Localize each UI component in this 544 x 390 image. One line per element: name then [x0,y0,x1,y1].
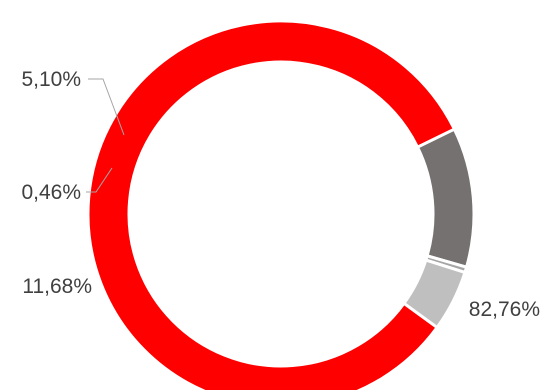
leader-lines [86,78,125,193]
donut-slices [86,19,476,390]
data-labels: 82,76% 11,68% 0,46% 5,10% [21,68,540,321]
data-label: 0,46% [21,181,81,204]
donut-slice [402,258,467,329]
donut-slice [86,19,456,390]
leader-line [86,167,113,193]
donut-slice [416,127,476,269]
leader-line [88,78,125,136]
data-label: 11,68% [22,275,92,298]
data-label: 82,76% [469,298,540,321]
data-label: 5,10% [21,68,81,91]
